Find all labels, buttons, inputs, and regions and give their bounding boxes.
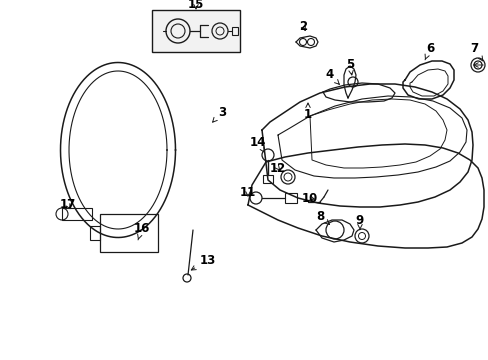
Text: 15: 15 (187, 0, 204, 12)
Text: 13: 13 (191, 253, 216, 270)
Text: 17: 17 (60, 198, 76, 211)
Bar (62, 208, 92, 220)
Text: 9: 9 (355, 213, 364, 229)
Text: 10: 10 (301, 192, 318, 204)
Text: 7: 7 (469, 41, 482, 61)
Text: 8: 8 (315, 210, 328, 224)
Bar (231, 27, 238, 35)
Text: 2: 2 (298, 19, 306, 32)
Bar (285, 193, 296, 203)
Text: 6: 6 (424, 41, 433, 60)
Text: 1: 1 (304, 103, 311, 121)
Text: 4: 4 (325, 68, 339, 84)
Text: 14: 14 (249, 135, 265, 152)
Text: 12: 12 (269, 162, 285, 175)
Bar (100, 214, 158, 252)
Bar (152, 10, 240, 52)
Text: 3: 3 (212, 105, 225, 122)
Text: 5: 5 (345, 58, 353, 75)
Bar (90, 226, 100, 240)
Bar (263, 175, 272, 183)
Text: 16: 16 (134, 221, 150, 240)
Text: 11: 11 (240, 185, 256, 198)
